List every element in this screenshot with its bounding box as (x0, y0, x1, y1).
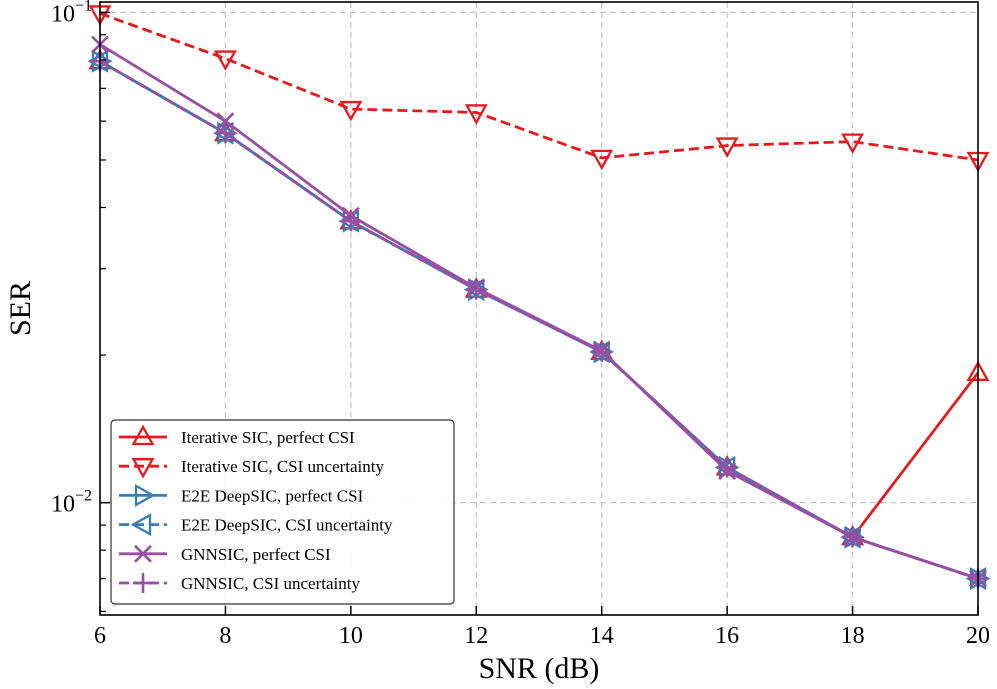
legend-box (110, 419, 455, 605)
data-point-stroke (215, 123, 236, 144)
legend-marker (131, 458, 155, 479)
x-tick-label: 14 (590, 623, 614, 649)
legend-label: E2E DeepSIC, CSI uncertainty (181, 516, 393, 535)
series-line (99, 12, 979, 162)
data-point-stroke (340, 211, 361, 232)
x-axis-label: SNR (dB) (479, 652, 600, 685)
x-tick-label: 10 (339, 623, 363, 649)
data-point-stroke (591, 341, 612, 362)
x-tick-label: 16 (715, 623, 739, 649)
data-point (466, 279, 487, 300)
legend-entry: Iterative SIC, perfect CSI (119, 424, 355, 447)
y-tick-label: 10−1 (51, 0, 92, 27)
legend-marker (130, 513, 152, 537)
data-point (842, 527, 863, 548)
legend-label: GNNSIC, perfect CSI (181, 545, 331, 564)
series-line (99, 60, 979, 580)
data-point (590, 149, 614, 171)
y-tick-label: 10−2 (51, 488, 92, 518)
legend-entry: GNNSIC, CSI uncertainty (119, 573, 360, 593)
x-tick-label: 20 (966, 623, 990, 649)
legend-marker (133, 573, 153, 593)
x-tick-label: 6 (94, 623, 106, 649)
legend: Iterative SIC, perfect CSI Iterative SIC,… (110, 419, 455, 605)
legend-marker-stroke (134, 544, 152, 563)
legend-marker (131, 424, 155, 446)
legend-marker-stroke (133, 573, 153, 593)
data-point (340, 211, 361, 232)
data-point-stroke (842, 527, 863, 548)
x-tick-label: 18 (841, 623, 865, 649)
data-point (841, 133, 865, 154)
plot-frame (99, 1, 979, 616)
legend-label: Iterative SIC, perfect CSI (181, 428, 355, 447)
data-point (215, 123, 236, 144)
legend-entry: E2E DeepSIC, perfect CSI (119, 483, 364, 507)
data-point-stroke (717, 457, 738, 478)
data-point (715, 137, 739, 158)
data-point (339, 100, 363, 122)
legend-entry: E2E DeepSIC, CSI uncertainty (119, 513, 393, 537)
legend-entry: GNNSIC, perfect CSI (119, 545, 331, 564)
data-point-stroke (466, 279, 487, 300)
legend-label: E2E DeepSIC, perfect CSI (181, 486, 364, 505)
data-point (591, 341, 612, 362)
legend-marker (134, 544, 152, 563)
data-point (216, 112, 235, 131)
data-point (717, 457, 738, 478)
x-tick-label: 8 (219, 623, 231, 649)
legend-entry: Iterative SIC, CSI uncertainty (119, 457, 385, 479)
legend-label: GNNSIC, CSI uncertainty (181, 574, 360, 593)
data-point (213, 50, 237, 71)
axis-ticks: 6 8 10 12 14 16 18 20 10−1 10−2 (51, 0, 990, 649)
legend-marker (134, 483, 156, 507)
y-axis-label: SER (4, 281, 37, 336)
series-layer (87, 5, 991, 591)
x-tick-label: 12 (464, 623, 488, 649)
data-point-stroke (216, 112, 235, 131)
legend-label: Iterative SIC, CSI uncertainty (181, 457, 385, 476)
data-point (464, 104, 488, 125)
